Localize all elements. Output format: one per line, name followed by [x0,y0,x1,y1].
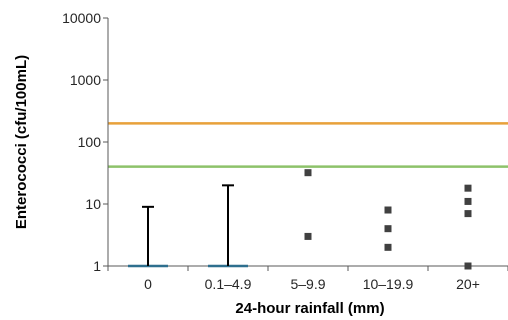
data-point [384,206,392,214]
y-tick-label: 1000 [70,72,101,88]
data-point [304,169,312,177]
y-axis-title: Enterococci (cfu/100mL) [13,55,30,229]
data-point [384,243,392,251]
data-point [464,184,472,192]
x-tick-label: 0.1–4.9 [205,276,252,292]
x-axis-title: 24-hour rainfall (mm) [235,300,384,317]
x-tick-label: 0 [144,276,152,292]
x-tick-label: 10–19.9 [363,276,414,292]
y-tick-label: 10000 [62,10,101,26]
y-tick-label: 100 [78,134,102,150]
data-point [384,225,392,233]
x-tick-label: 20+ [456,276,480,292]
data-point [464,262,472,270]
data-point [464,210,472,218]
data-point [304,232,312,240]
data-point [464,197,472,205]
y-tick-label: 1 [93,258,101,274]
y-tick-label: 10 [85,196,101,212]
x-tick-label: 5–9.9 [290,276,325,292]
